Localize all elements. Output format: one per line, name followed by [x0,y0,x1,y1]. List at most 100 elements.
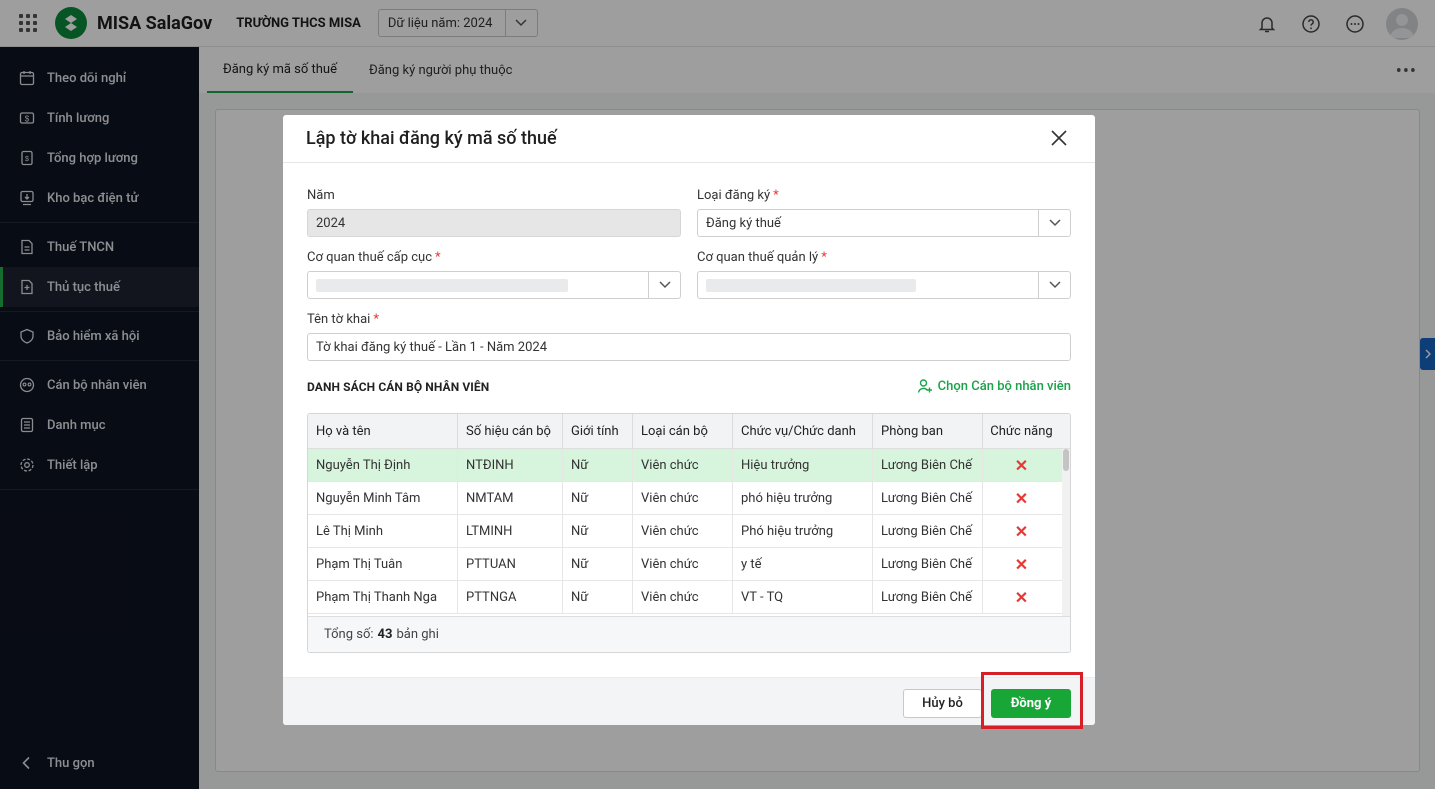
apps-icon[interactable] [17,12,39,34]
cell-staff-type: Viên chức [633,515,733,547]
delete-icon[interactable]: ✕ [1014,587,1029,607]
sidebar-divider [0,311,199,312]
column-header-gender[interactable]: Giới tính [563,414,633,448]
form-name-label-text: Tên tờ khai [307,312,371,327]
tax-department-select[interactable] [307,271,681,299]
tax-procedure-icon [18,278,36,296]
avatar[interactable] [1386,8,1418,40]
sidebar-item-personal-income-tax[interactable]: Thuế TNCN [0,227,199,267]
column-header-department[interactable]: Phòng ban [873,414,983,448]
sidebar-item-label: Tổng hợp lương [47,150,138,166]
table-row[interactable]: Phạm Thị Tuân PTTUAN Nữ Viên chức y tế L… [308,548,1070,581]
column-header-name[interactable]: Họ và tên [308,414,458,448]
sidebar-collapse-button[interactable]: Thu gọn [0,743,199,783]
delete-icon[interactable]: ✕ [1014,521,1029,541]
year-select[interactable]: Dữ liệu năm: 2024 [377,9,538,37]
tax-office-label: Cơ quan thuế quản lý * [697,250,827,265]
chevron-down-icon[interactable] [504,10,537,36]
delete-icon[interactable]: ✕ [1014,488,1029,508]
table-row[interactable]: Nguyễn Thị Định NTĐINH Nữ Viên chức Hiệu… [308,449,1070,482]
cell-staff-code: NMTAM [458,482,563,514]
add-user-icon [917,378,933,394]
chevron-down-icon[interactable] [1038,210,1070,236]
table-row[interactable]: Phạm Thị Thanh Nga PTTNGA Nữ Viên chức V… [308,581,1070,614]
table-row[interactable]: Lê Thị Minh LTMINH Nữ Viên chức Phó hiệu… [308,515,1070,548]
cell-staff-type: Viên chức [633,581,733,613]
year-field: 2024 [307,209,681,237]
scrollbar-thumb[interactable] [1063,449,1069,471]
cell-name: Nguyễn Thị Định [308,449,458,481]
sidebar-item-staff[interactable]: Cán bộ nhân viên [0,365,199,405]
sidebar-item-tax-procedures[interactable]: Thủ tục thuế [0,267,199,307]
cell-staff-code: PTTNGA [458,581,563,613]
calendar-icon [18,69,36,87]
tab-tax-registration[interactable]: Đăng ký mã số thuế [207,47,353,93]
cell-gender: Nữ [563,482,633,514]
bell-icon[interactable] [1256,13,1278,35]
sidebar-item-leave-tracking[interactable]: Theo dõi nghỉ [0,58,199,98]
column-header-staff-type[interactable]: Loại cán bộ [633,414,733,448]
staff-list-title: DANH SÁCH CÁN BỘ NHÂN VIÊN [307,380,490,394]
table-row[interactable]: Nguyễn Minh Tâm NMTAM Nữ Viên chức phó h… [308,482,1070,515]
required-mark: * [773,188,779,203]
cell-position: phó hiệu trưởng [733,482,873,514]
expand-panel-handle[interactable] [1420,338,1435,370]
cancel-button[interactable]: Hủy bỏ [903,689,982,718]
sidebar-item-payroll[interactable]: $ Tính lương [0,98,199,138]
total-suffix: bản ghi [396,627,439,642]
tax-office-select[interactable] [697,271,1071,299]
sidebar-item-payroll-summary[interactable]: $ Tổng hợp lương [0,138,199,178]
total-count: 43 [377,627,393,642]
staff-table: Họ và tên Số hiệu cán bộ Giới tính Loại … [307,413,1071,653]
confirm-button[interactable]: Đồng ý [991,689,1071,718]
chevron-down-icon[interactable] [648,272,680,298]
cell-position: y tế [733,548,873,580]
tax-department-label: Cơ quan thuế cấp cục * [307,250,441,265]
column-header-actions: Chức năng [990,423,1053,439]
cell-position: VT - TQ [733,581,873,613]
sidebar-item-treasury[interactable]: Kho bạc điện tử [0,178,199,218]
sidebar-divider [0,489,199,490]
sidebar-item-label: Bảo hiểm xã hội [47,328,140,344]
cell-gender: Nữ [563,581,633,613]
chevron-down-icon[interactable] [1038,272,1070,298]
cell-name: Lê Thị Minh [308,515,458,547]
sidebar-item-label: Thủ tục thuế [47,279,120,295]
delete-icon[interactable]: ✕ [1014,455,1029,475]
tax-registration-dialog: Lập tờ khai đăng ký mã số thuế Năm 2024 … [283,115,1095,725]
column-header-position[interactable]: Chức vụ/Chức danh [733,414,873,448]
cell-staff-code: NTĐINH [458,449,563,481]
cell-department: Lương Biên Chế [873,515,983,547]
more-options-icon[interactable]: ••• [1395,61,1417,82]
column-header-staff-code[interactable]: Số hiệu cán bộ [458,414,563,448]
sidebar-item-catalog[interactable]: Danh mục [0,405,199,445]
delete-icon[interactable]: ✕ [1014,554,1029,574]
form-name-label: Tên tờ khai * [307,312,379,327]
close-icon[interactable] [1049,128,1069,148]
chevron-right-icon [1425,349,1431,359]
registration-type-select[interactable]: Đăng ký thuế [697,209,1071,237]
more-icon[interactable] [1344,13,1366,35]
sidebar-collapse-label: Thu gọn [47,755,95,771]
table-footer: Tổng số: 43 bản ghi [308,616,1070,652]
settings-icon [18,456,36,474]
insurance-icon [18,327,36,345]
salary-icon: $ [18,109,36,127]
sidebar-item-settings[interactable]: Thiết lập [0,445,199,485]
sidebar-item-social-insurance[interactable]: Bảo hiểm xã hội [0,316,199,356]
choose-staff-button[interactable]: Chọn Cán bộ nhân viên [917,378,1071,394]
tab-dependent-registration[interactable]: Đăng ký người phụ thuộc [368,62,513,78]
table-scrollbar[interactable] [1062,449,1070,618]
cell-department: Lương Biên Chế [873,482,983,514]
sidebar-item-label: Danh mục [47,417,106,433]
cell-name: Phạm Thị Thanh Nga [308,581,458,613]
sidebar: Theo dõi nghỉ $ Tính lương $ Tổng hợp lư… [0,47,199,789]
summary-icon: $ [18,149,36,167]
help-icon[interactable] [1300,13,1322,35]
catalog-icon [18,416,36,434]
cell-staff-code: LTMINH [458,515,563,547]
redacted-value [706,278,916,292]
sidebar-item-label: Cán bộ nhân viên [47,377,147,393]
year-field-value: 2024 [316,215,346,231]
form-name-input[interactable]: Tờ khai đăng ký thuế - Lần 1 - Năm 2024 [307,333,1071,361]
